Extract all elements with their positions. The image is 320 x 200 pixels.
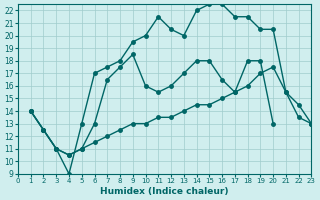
X-axis label: Humidex (Indice chaleur): Humidex (Indice chaleur): [100, 187, 229, 196]
